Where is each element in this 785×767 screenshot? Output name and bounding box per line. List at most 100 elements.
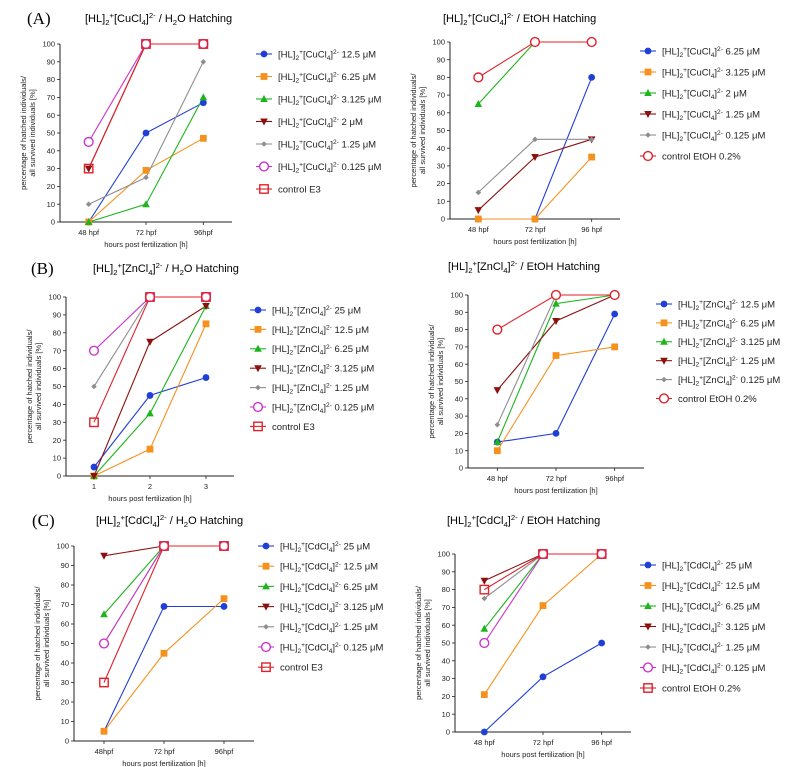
legend: [HL]2+[CdCl4]2- 25 μM [HL]2+[CdCl4]2- 12.… — [258, 541, 383, 674]
x-tick-label: 48 hpf — [468, 225, 490, 234]
y-tick-label: 40 — [442, 656, 450, 665]
data-point-s1-1 — [90, 463, 98, 471]
data-point-s6-2 — [158, 540, 170, 552]
x-axis-label: hours post fertilization [h] — [108, 494, 191, 503]
data-point-s5-1 — [85, 201, 92, 207]
y-tick-label: 0 — [459, 464, 463, 473]
y-tick-label: 50 — [455, 377, 463, 386]
data-point-s6-2 — [140, 38, 152, 50]
data-point-s3-1 — [493, 438, 502, 446]
legend-entry-1: [HL]2+[CuCl4]2- 6.25 μM — [662, 46, 760, 59]
data-point-s3-1 — [480, 624, 489, 632]
data-point-s4-1 — [480, 577, 489, 585]
legend-marker-2 — [644, 582, 652, 589]
legend-marker-6 — [658, 393, 670, 404]
legend-entry-6: [HL]2+[CuCl4]2- 0.125 μM — [278, 162, 381, 175]
legend-entry-6: [HL]2+[CdCl4]2- 0.125 μM — [662, 663, 765, 676]
data-point-s1-2 — [539, 673, 547, 681]
series-line-5 — [103, 545, 224, 644]
legend: [HL]2+[ZnCl4]2- 25 μM [HL]2+[ZnCl4]2- 12.… — [250, 305, 374, 433]
legend-marker-7 — [643, 683, 653, 693]
legend-marker-6 — [642, 662, 654, 673]
y-tick-label: 90 — [47, 57, 55, 66]
legend-entry-5: [HL]2+[CdCl4]2- 1.25 μM — [662, 642, 760, 655]
data-point-s5-2 — [532, 136, 538, 143]
legend-entry-7: control EtOH 0.2% — [662, 683, 741, 694]
y-tick-label: 100 — [432, 38, 445, 47]
x-tick-label: 48 hpf — [78, 228, 100, 237]
y-axis-label: percentage of hatched individuals/all su… — [427, 324, 445, 439]
chart-panel-3: (B) [HL]2+[ZnCl4]2- / H2O Hatching 0 10 20 30… — [25, 259, 374, 503]
legend-marker-3 — [254, 344, 262, 352]
data-point-s1-2 — [146, 392, 154, 399]
legend-entry-3: [HL]2+[ZnCl4]2- 3.125 μM — [678, 337, 780, 350]
legend-marker-5 — [261, 141, 267, 147]
data-point-s2-3 — [611, 343, 619, 351]
y-tick-label: 60 — [437, 108, 445, 117]
data-point-s2-2 — [146, 445, 154, 453]
series-line-1 — [483, 642, 602, 733]
y-axis-label: percentage of hatched individuals/all su… — [409, 73, 427, 188]
legend-entry-2: [HL]2+[ZnCl4]2- 6.25 μM — [678, 318, 775, 331]
data-point-s1-2 — [552, 430, 560, 437]
data-point-s6-3 — [218, 540, 230, 552]
legend-marker-4 — [644, 623, 652, 631]
x-tick-label: 96hpf — [605, 474, 625, 483]
y-tick-label: 20 — [53, 436, 61, 445]
series-line-6 — [483, 553, 602, 644]
data-point-s3-2 — [552, 299, 560, 307]
legend-marker-1 — [254, 306, 262, 314]
panel-letter: (B) — [31, 259, 54, 278]
legend-entry-3: [HL]2+[CuCl4]2- 3.125 μM — [278, 94, 381, 107]
legend-entry-4: [HL]2+[CuCl4]2- 1.25 μM — [662, 109, 760, 122]
x-axis-label: hours post fertilization [h] — [501, 750, 584, 759]
legend-entry-4: [HL]2+[CuCl4]2- 2 μM — [278, 117, 363, 130]
y-tick-label: 100 — [437, 550, 450, 559]
legend-marker-5 — [255, 384, 261, 391]
series-line-2 — [93, 323, 207, 477]
data-point-s7-1 — [89, 417, 99, 428]
data-point-s5-3 — [588, 136, 595, 143]
legend-marker-2 — [254, 326, 262, 333]
legend-marker-4 — [660, 357, 668, 365]
data-point-s2-1 — [474, 215, 482, 223]
panel-letter: (C) — [32, 511, 55, 530]
data-point-s2-1 — [100, 727, 108, 735]
series-line-2 — [478, 156, 593, 220]
legend-marker-5 — [263, 624, 269, 630]
y-tick-label: 0 — [441, 215, 445, 224]
y-tick-label: 60 — [61, 620, 69, 629]
x-tick-label: 72 hpf — [154, 747, 176, 756]
data-point-s1-3 — [202, 374, 210, 381]
y-tick-label: 40 — [437, 144, 445, 153]
y-tick-label: 90 — [442, 567, 450, 576]
legend-marker-3 — [660, 337, 668, 345]
y-tick-label: 90 — [437, 55, 445, 64]
y-tick-label: 70 — [442, 603, 450, 612]
data-point-s7-2 — [141, 39, 151, 49]
legend-marker-1 — [644, 561, 652, 569]
x-tick-label: 48 hpf — [487, 474, 509, 483]
y-tick-label: 60 — [455, 360, 463, 369]
legend-entry-3: [HL]2+[CdCl4]2- 6.25 μM — [280, 581, 378, 594]
data-point-s6-2 — [550, 289, 562, 301]
data-point-s4-2 — [531, 154, 539, 162]
y-tick-label: 50 — [53, 382, 61, 391]
data-point-s6-3 — [596, 548, 607, 560]
data-point-s6-3 — [609, 289, 620, 301]
data-point-s2-1 — [480, 691, 488, 699]
y-tick-label: 0 — [57, 472, 61, 481]
legend-marker-4 — [262, 603, 270, 611]
chart-title: [HL]2+[ZnCl4]2- / H2O Hatching — [93, 261, 239, 277]
data-point-s4-1 — [474, 207, 483, 215]
legend-marker-7 — [259, 184, 269, 194]
legend-entry-5: [HL]2+[CdCl4]2- 1.25 μM — [280, 622, 378, 635]
legend-entry-5: [HL]2+[ZnCl4]2- 1.25 μM — [272, 383, 369, 396]
legend-entry-4: [HL]2+[ZnCl4]2- 1.25 μM — [678, 356, 775, 369]
legend: [HL]2+[CuCl4]2- 6.25 μM [HL]2+[CuCl4]2- 3… — [640, 46, 765, 162]
y-tick-label: 20 — [442, 692, 450, 701]
series-line-2 — [103, 598, 225, 732]
data-point-s2-3 — [199, 134, 207, 142]
y-tick-label: 0 — [51, 218, 55, 227]
legend-marker-1 — [644, 47, 652, 55]
